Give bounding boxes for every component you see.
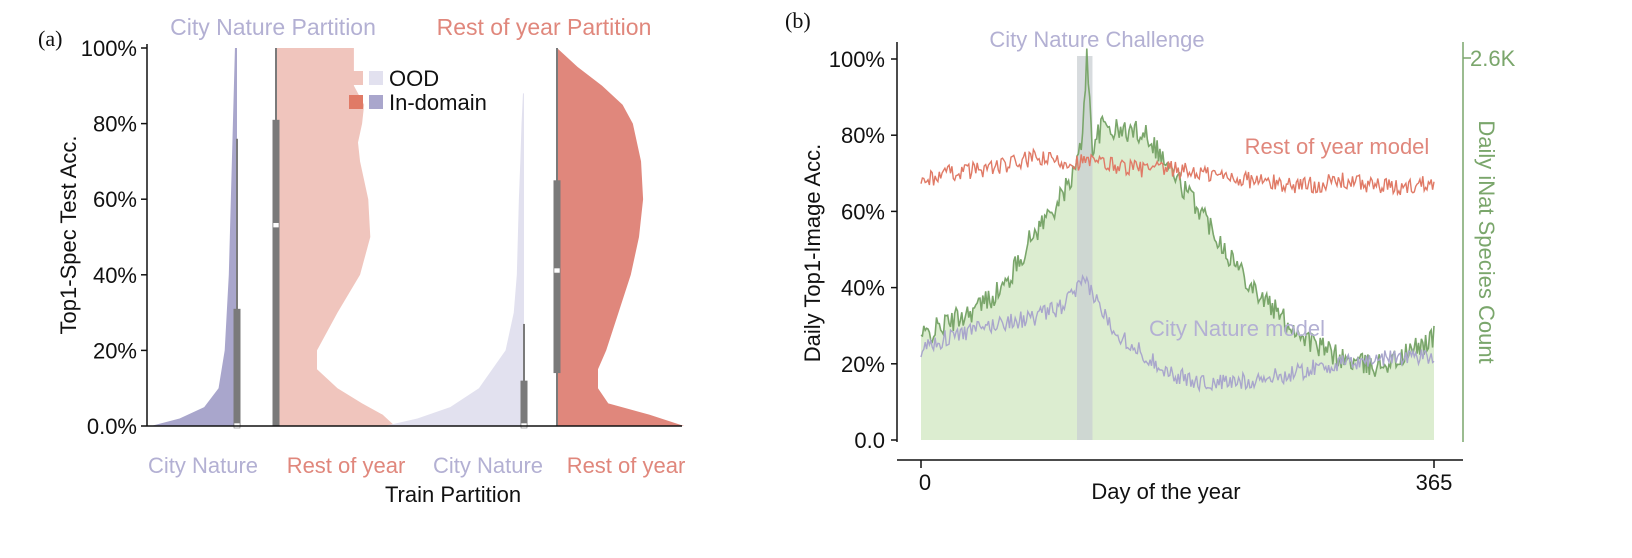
- legend-swatch-in-domain-rest: [349, 95, 363, 109]
- x-tick-rest-of-year-2: Rest of year: [567, 453, 686, 478]
- legend-label-in-domain: In-domain: [389, 90, 487, 115]
- y-tick-label: 20%: [93, 338, 137, 363]
- legend-label-ood: OOD: [389, 66, 439, 91]
- series-line-rest-of-year-model: [920, 147, 1435, 197]
- x-tick-city-nature-1: City Nature: [148, 453, 258, 478]
- series-label-city-nature-model: City Nature model: [1149, 316, 1325, 341]
- left-y-axis-title: Daily Top1-Image Acc.: [800, 144, 825, 362]
- left-y-tick-label: 100%: [829, 47, 885, 72]
- left-y-tick-label: 20%: [841, 352, 885, 377]
- x-tick-rest-of-year-1: Rest of year: [287, 453, 406, 478]
- legend-swatch-ood-rest: [349, 71, 363, 85]
- right-y-axis-title: Daily iNat Species Count: [1474, 120, 1499, 363]
- y-ticks: 0.0% 20% 40% 60% 80% 100%: [81, 36, 147, 439]
- annotation-city-nature-challenge: City Nature Challenge: [989, 27, 1204, 52]
- box-median: [553, 267, 561, 274]
- violin-city-nature-in-domain: [150, 48, 237, 426]
- y-tick-label: 0.0%: [87, 414, 137, 439]
- y-tick-label: 80%: [93, 112, 137, 137]
- right-y-tick-label: 2.6K: [1470, 46, 1516, 71]
- box-iqr: [272, 119, 280, 426]
- violin-city-nature-partition-ood: [276, 48, 395, 426]
- y-tick-label: 100%: [81, 36, 137, 61]
- panel-b-label: (b): [785, 8, 811, 33]
- y-axis-title: Top1-Spec Test Acc.: [56, 136, 81, 335]
- series-lines: [920, 48, 1435, 393]
- city-nature-challenge-band: [1077, 56, 1093, 440]
- left-y-tick-label: 0.0: [854, 428, 885, 453]
- violin-rest-of-year-in-domain: [557, 48, 685, 426]
- box-iqr: [553, 180, 561, 374]
- x-tick-label-0: 0: [919, 470, 931, 495]
- left-y-tick-label: 40%: [841, 276, 885, 301]
- partition-title-city-nature: City Nature Partition: [170, 14, 376, 40]
- left-y-ticks: 0.0 20% 40% 60% 80% 100%: [829, 47, 897, 453]
- legend-swatch-in-domain-city: [369, 95, 383, 109]
- box-iqr: [520, 380, 528, 426]
- y-tick-label: 60%: [93, 187, 137, 212]
- box-median: [272, 222, 280, 228]
- series-line-city-nature-model: [920, 273, 1435, 393]
- y-tick-label: 40%: [93, 263, 137, 288]
- x-axis-title: Day of the year: [1091, 479, 1240, 504]
- legend: OOD In-domain: [349, 66, 487, 115]
- panel-a-label: (a): [38, 26, 62, 51]
- violin-rest-of-year-partition-ood: [384, 93, 524, 427]
- box-iqr: [233, 308, 241, 426]
- panel-a-violin-chart: (a) City Nature Partition Rest of year P…: [38, 14, 685, 507]
- x-tick-label-365: 365: [1416, 470, 1453, 495]
- panel-b-line-chart: (b) 2.6K 0.0 20% 40% 60% 80% 100% 0 365 Day o…: [785, 8, 1516, 504]
- series-label-rest-of-year-model: Rest of year model: [1245, 134, 1430, 159]
- left-y-tick-label: 60%: [841, 199, 885, 224]
- legend-swatch-ood-city: [369, 71, 383, 85]
- left-y-tick-label: 80%: [841, 123, 885, 148]
- x-tick-city-nature-2: City Nature: [433, 453, 543, 478]
- x-axis-title: Train Partition: [385, 482, 521, 507]
- partition-title-rest-of-year: Rest of year Partition: [437, 14, 652, 40]
- violins: [150, 48, 685, 427]
